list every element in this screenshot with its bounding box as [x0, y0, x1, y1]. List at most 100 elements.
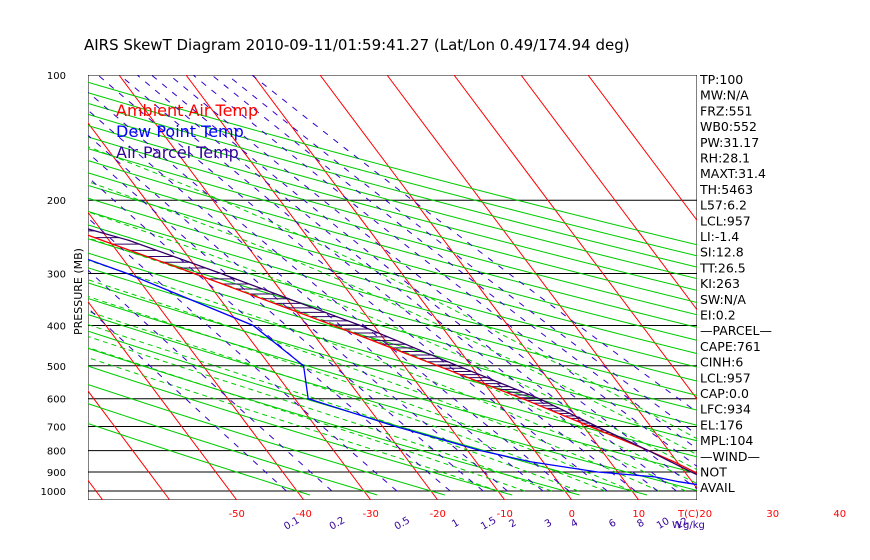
series-point — [654, 476, 656, 478]
mixing-ratio-line — [211, 75, 697, 450]
dry-adiabat — [88, 297, 697, 474]
isotherm-line — [587, 75, 697, 222]
bottom-axis-unit: T(C) — [677, 509, 699, 520]
series-point — [307, 398, 309, 400]
dry-adiabat — [88, 92, 697, 257]
moist-adiabat — [88, 259, 686, 492]
stability-index-line: FRZ:551 — [700, 103, 753, 118]
isotherm-line — [88, 390, 171, 500]
moist-adiabat — [88, 324, 579, 492]
mixing-ratio-line — [136, 75, 659, 492]
stability-index-line: EL:176 — [700, 417, 743, 432]
pressure-tick-label: 400 — [47, 321, 66, 332]
series-point — [359, 324, 361, 327]
stability-index-line: LFC:934 — [700, 402, 751, 417]
pressure-tick-label: 600 — [47, 395, 66, 406]
isotherm-line — [0, 75, 36, 500]
series-point — [480, 450, 482, 452]
dry-adiabat — [88, 102, 697, 268]
pressure-tick-label: 700 — [47, 423, 66, 434]
series-point — [101, 239, 104, 242]
dry-adiabat — [88, 113, 697, 280]
pressure-tick-label: 200 — [47, 196, 66, 207]
series-point — [193, 272, 195, 275]
bottom-temp-tick-label: -50 — [229, 509, 245, 520]
stability-index-line: RH:28.1 — [700, 151, 750, 166]
moist-adiabat — [88, 237, 697, 485]
mixing-ratio-tick-label: 1 — [450, 517, 461, 530]
dry-adiabat — [88, 314, 697, 491]
dry-adiabat — [88, 252, 697, 426]
stability-index-line: PW:31.17 — [700, 135, 759, 150]
pressure-tick-label: 900 — [47, 468, 66, 479]
bottom-temp-tick-label: -30 — [363, 509, 379, 520]
pressure-tick-label: 300 — [47, 269, 66, 280]
series-point — [745, 490, 746, 491]
bottom-temp-tick-label: 10 — [632, 509, 645, 520]
y-axis-label: PRESSURE (MB) — [72, 248, 85, 335]
series-point — [669, 461, 671, 463]
series-point — [648, 450, 650, 452]
dry-adiabat — [88, 124, 697, 291]
data-series — [88, 228, 746, 491]
stability-index-line: TT:26.5 — [699, 260, 746, 275]
mixing-ratio-tick-label: 1.5 — [479, 515, 498, 532]
stability-index-line: MAXT:31.4 — [700, 166, 766, 181]
dry-adiabat — [88, 224, 697, 396]
moist-adiabat — [88, 279, 660, 492]
legend-entry-dewpoint: Dew Point Temp — [116, 122, 244, 141]
series-point — [673, 461, 675, 463]
dry-adiabat — [88, 210, 697, 382]
dry-adiabat — [88, 197, 697, 368]
mixing-ratio-line — [251, 75, 697, 413]
dry-adiabat — [88, 347, 580, 496]
stability-index-line: LCL:957 — [700, 370, 751, 385]
mixing-ratio-unit: g/kg — [683, 520, 705, 531]
stability-index-line: TP:100 — [699, 72, 743, 87]
mixing-ratio-line — [88, 109, 544, 492]
series-point — [128, 239, 130, 242]
bottom-temp-tick-label: -40 — [296, 509, 312, 520]
stability-index-line: LCL:957 — [700, 213, 751, 228]
isotherm-line — [88, 479, 104, 500]
grid-lines — [0, 75, 697, 500]
stability-index-line: MPL:104 — [700, 433, 753, 448]
mixing-ratio-tick-label: 2 — [507, 518, 518, 531]
stability-index-line: L57:6.2 — [700, 198, 747, 213]
stability-index-line: —PARCEL— — [700, 323, 772, 338]
mixing-ratio-tick-label: 10 — [655, 516, 672, 532]
dry-adiabat — [88, 148, 697, 316]
mixing-ratio-line — [151, 75, 677, 492]
moist-adiabat — [88, 357, 499, 492]
bottom-temp-tick-label: 30 — [766, 509, 779, 520]
mixing-ratio-tick-label: 0.5 — [393, 515, 412, 532]
bottom-temp-tick-label: 0 — [569, 509, 575, 520]
dry-adiabat — [88, 81, 697, 246]
series-point — [333, 324, 335, 327]
series-line-parcel — [88, 228, 697, 476]
bottom-temp-tick-label: 40 — [833, 509, 846, 520]
dry-adiabat — [88, 330, 648, 496]
series-point — [678, 481, 680, 483]
axis-ticks: 1002003004005006007008009001000-120-110-… — [41, 71, 847, 533]
stability-index-line: NOT — [700, 465, 727, 480]
mixing-ratio-tick-label: 4 — [569, 517, 580, 530]
stability-index-line: SI:12.8 — [700, 245, 744, 260]
isotherm-line — [88, 122, 372, 500]
dry-adiabat — [88, 184, 697, 355]
mixing-ratio-line — [88, 217, 398, 492]
moist-adiabat — [88, 346, 525, 492]
series-point — [589, 426, 592, 428]
stability-indices: TP:100MW:N/AFRZ:551WB0:552PW:31.17RH:28.… — [699, 72, 772, 495]
stability-index-line: EI:0.2 — [700, 308, 736, 323]
series-line-temp — [88, 234, 697, 475]
stability-index-line: AVAIL — [700, 480, 735, 495]
stability-index-line: TH:5463 — [699, 182, 753, 197]
legend-entry-temp: Ambient Air Temp — [116, 101, 258, 120]
dry-adiabat — [88, 160, 697, 328]
mixing-ratio-tick-label: 8 — [635, 517, 646, 530]
series-point — [126, 272, 128, 275]
mixing-ratio-line — [88, 269, 333, 492]
dry-adiabat — [88, 136, 697, 303]
